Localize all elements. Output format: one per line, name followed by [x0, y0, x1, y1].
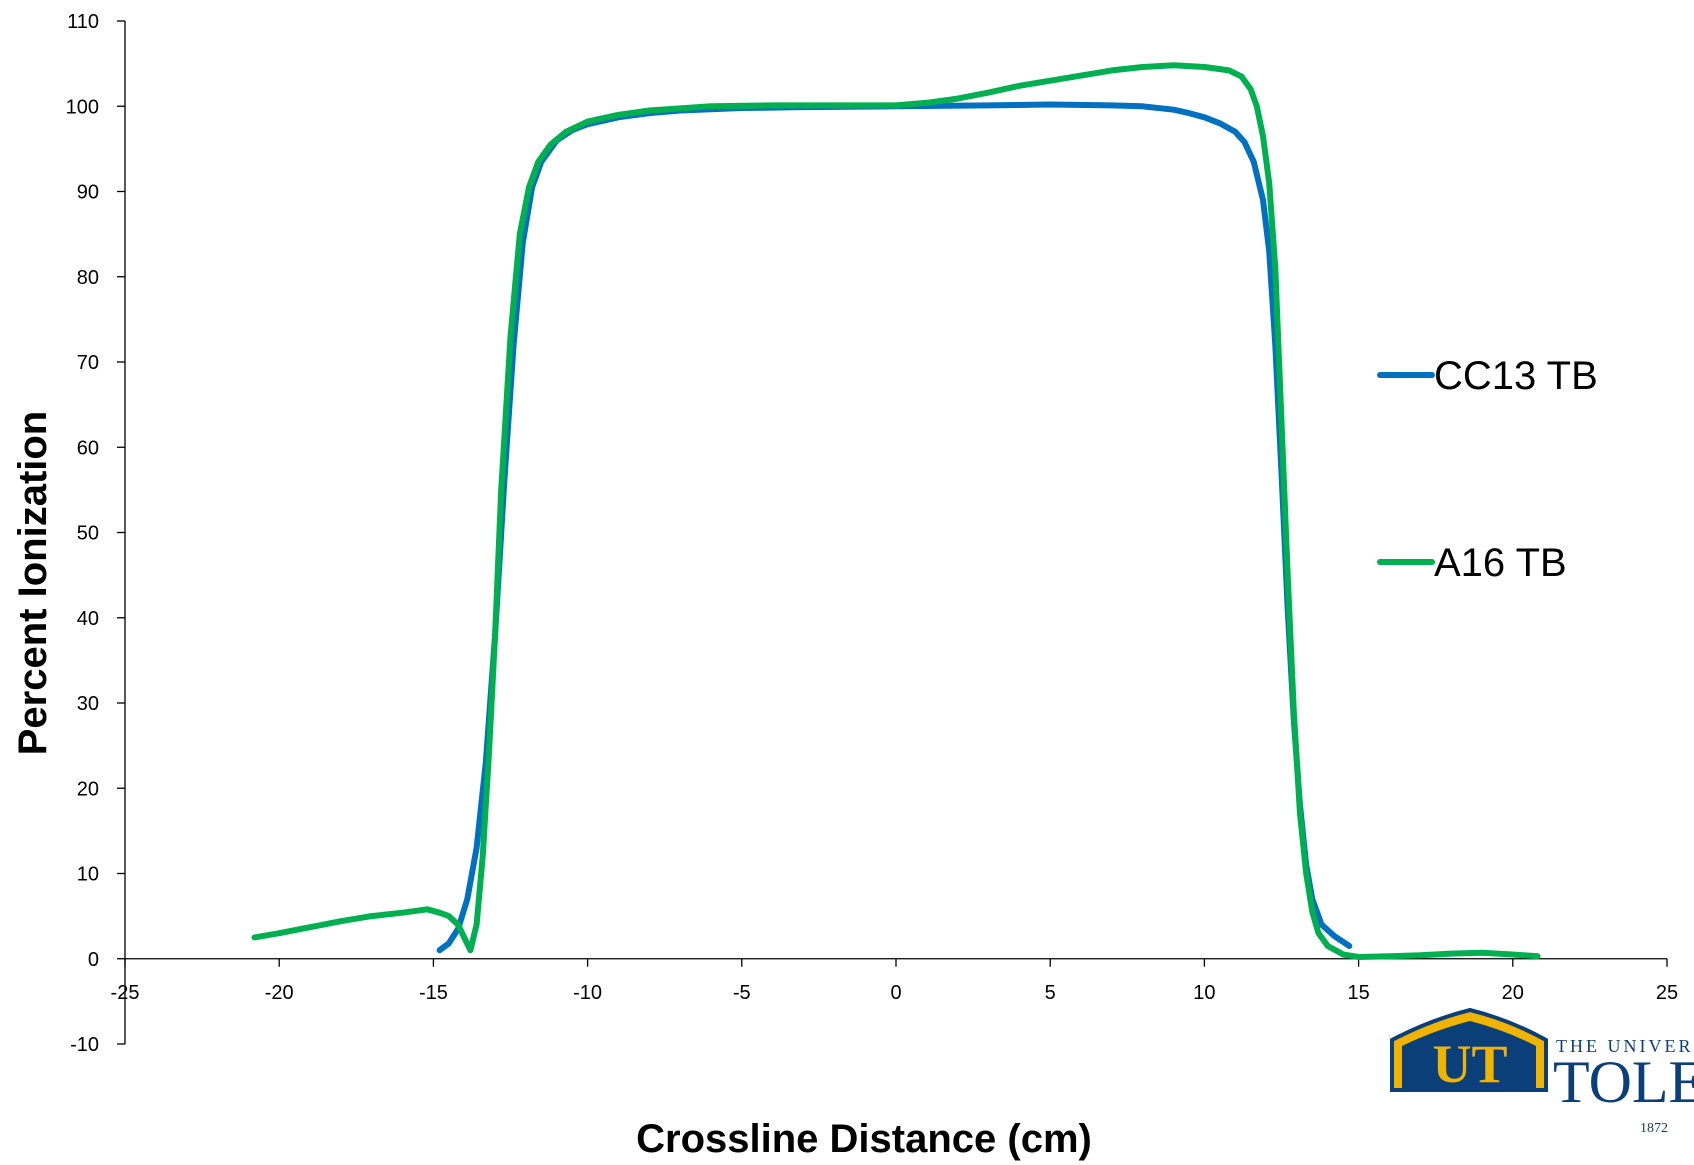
x-tick-label: 5	[1045, 982, 1056, 1004]
logo-year: 1872	[1640, 1121, 1668, 1136]
y-tick-label: 40	[77, 608, 99, 630]
y-tick-label: 50	[77, 523, 99, 545]
x-tick-label: 10	[1193, 982, 1215, 1004]
legend-label-0: CC13 TB	[1434, 354, 1598, 398]
series-layer	[251, 62, 1541, 960]
legend-label-1: A16 TB	[1434, 541, 1567, 585]
x-axis-title: Crossline Distance (cm)	[636, 1117, 1092, 1161]
y-axis-title: Percent Ionization	[11, 411, 55, 756]
y-tick-label: -10	[70, 1034, 99, 1056]
shield-inner-icon	[1402, 1021, 1536, 1090]
y-tick-label: 10	[77, 864, 99, 886]
x-tick-label: 15	[1347, 982, 1369, 1004]
y-tick-label: 20	[77, 778, 99, 800]
logo-text-line1: THE UNIVER	[1556, 1036, 1693, 1056]
axes	[117, 20, 1668, 1045]
x-tick-label: -5	[733, 982, 751, 1004]
series-line-0	[436, 101, 1353, 954]
logo-monogram: UT	[1432, 1034, 1507, 1094]
x-tick-label: -20	[265, 982, 294, 1004]
university-logo: UT THE UNIVER TOLE 1872	[1390, 1007, 1694, 1136]
x-tick-label: 0	[890, 982, 901, 1004]
legend: CC13 TB A16 TB	[1377, 354, 1598, 585]
y-tick-label: 70	[77, 352, 99, 374]
x-tick-label: 20	[1502, 982, 1524, 1004]
y-tick-label: 80	[77, 267, 99, 289]
logo-text-line2: TOLE	[1553, 1049, 1694, 1115]
y-tick-label: 30	[77, 693, 99, 715]
y-tick-label: 110	[67, 11, 99, 33]
series-line-1	[251, 62, 1541, 960]
x-tick-label: -10	[573, 982, 602, 1004]
y-tick-label: 0	[88, 949, 99, 971]
x-tick-label: -25	[111, 982, 140, 1004]
x-tick-label: -15	[419, 982, 448, 1004]
y-tick-label: 100	[66, 96, 99, 118]
x-tick-label: 25	[1656, 982, 1678, 1004]
y-tick-label: 60	[77, 437, 99, 459]
y-tick-label: 90	[77, 182, 99, 204]
